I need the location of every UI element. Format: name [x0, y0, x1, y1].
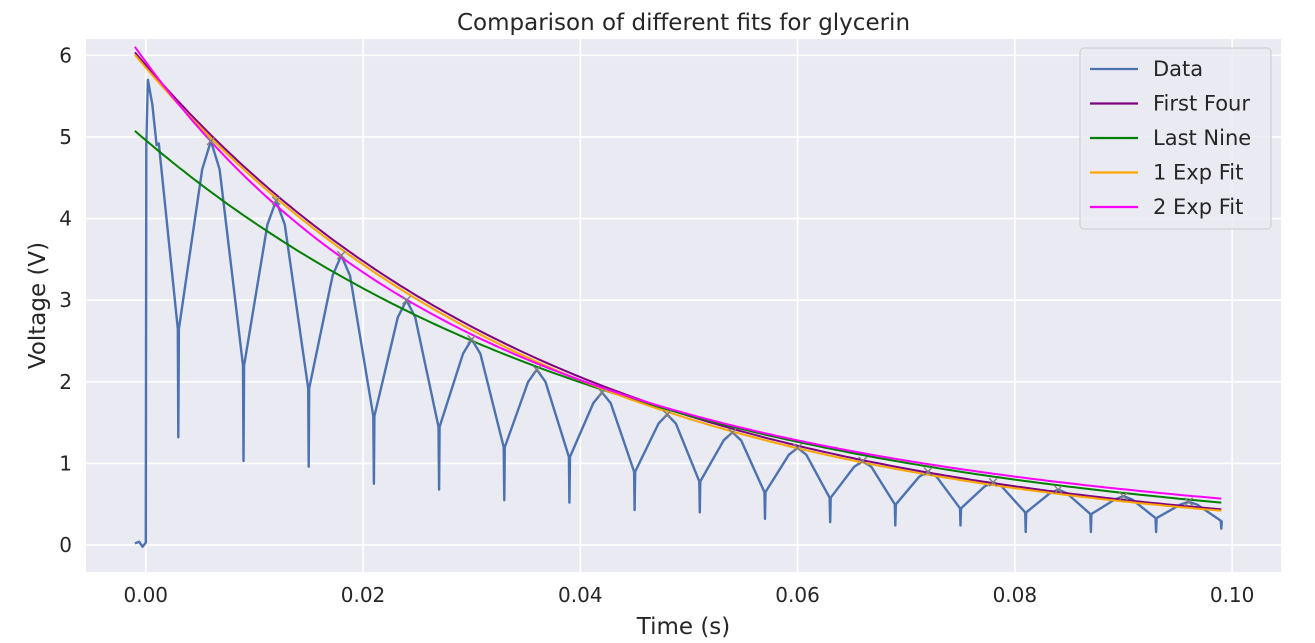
legend-label-1-exp-fit: 1 Exp Fit: [1153, 161, 1243, 185]
y-tick-label: 0: [59, 533, 72, 557]
legend: Data First Four Last Nine 1 Exp Fit 2 Exp Fi…: [1079, 47, 1272, 230]
peak-marker: [858, 456, 868, 466]
y-tick-label: 1: [59, 451, 72, 475]
peak-markers: [206, 136, 1194, 507]
y-tick-label: 5: [59, 125, 72, 149]
peak-marker: [1053, 485, 1063, 495]
peak-marker: [401, 295, 411, 305]
y-tick-label: 6: [59, 43, 72, 67]
peak-marker: [271, 196, 281, 206]
series-line-1-exp-fit: [134, 54, 1222, 512]
x-tick-label: 0.10: [1210, 583, 1255, 607]
x-tick-label: 0.02: [341, 583, 386, 607]
peak-marker: [727, 427, 737, 437]
peak-marker: [532, 365, 542, 375]
peak-marker: [923, 467, 933, 477]
x-tick-label: 0.04: [558, 583, 603, 607]
series-line-2-exp-fit: [134, 46, 1222, 500]
y-tick-label: 2: [59, 370, 72, 394]
x-tick-label: 0.00: [123, 583, 168, 607]
peak-marker: [988, 477, 998, 487]
peak-marker: [467, 334, 477, 344]
y-axis-label: Voltage (V): [25, 242, 51, 369]
x-tick-labels: 0.00 0.02 0.04 0.06 0.08 0.10: [123, 583, 1254, 607]
x-tick-label: 0.06: [775, 583, 820, 607]
peak-marker: [793, 443, 803, 453]
legend-box: [1079, 47, 1272, 230]
peak-marker: [662, 409, 672, 419]
legend-label-2-exp-fit: 2 Exp Fit: [1153, 195, 1243, 219]
peak-marker: [206, 136, 216, 146]
y-tick-labels: 0 1 2 3 4 5 6: [59, 43, 72, 557]
peak-marker: [597, 387, 607, 397]
legend-label-first-four: First Four: [1153, 92, 1250, 116]
legend-label-last-nine: Last Nine: [1153, 126, 1251, 150]
series-line-data: [134, 78, 1223, 548]
series-lines: [134, 46, 1223, 548]
y-tick-label: 4: [59, 207, 72, 231]
legend-label-data: Data: [1153, 57, 1203, 81]
x-axis-label: Time (s): [636, 614, 731, 640]
y-tick-label: 3: [59, 288, 72, 312]
peak-marker: [1118, 491, 1128, 501]
chart-title: Comparison of different fits for glyceri…: [457, 10, 910, 36]
x-tick-label: 0.08: [993, 583, 1038, 607]
series-line-last-nine: [134, 130, 1222, 504]
peak-marker: [1184, 497, 1194, 507]
peak-marker: [336, 250, 346, 260]
